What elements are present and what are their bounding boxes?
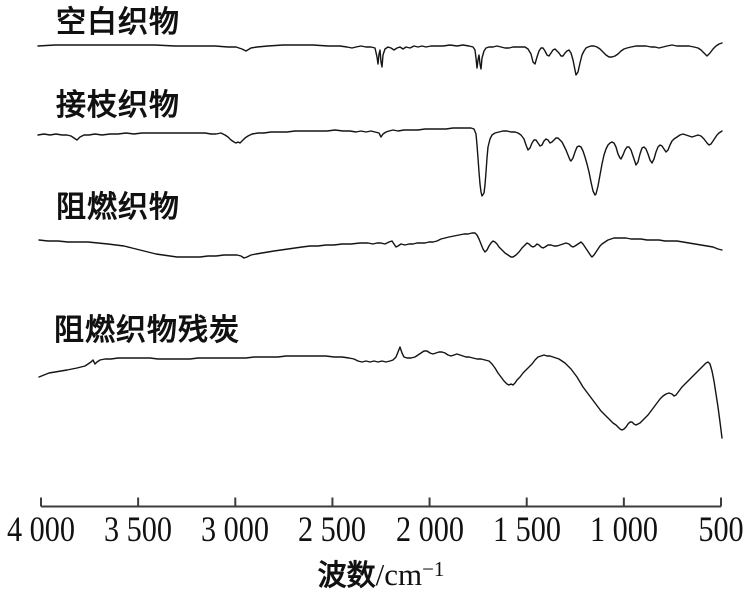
spectrum-curve-grafted-fabric <box>37 127 723 197</box>
curve-label-fr-fabric: 阻燃织物 <box>56 190 180 225</box>
x-tick-label-4000: 4 000 <box>6 509 76 549</box>
x-tick-label-1500: 1 500 <box>492 509 561 549</box>
spectrum-curve-fr-fabric <box>38 232 723 259</box>
x-axis-label-unit: /cm <box>375 557 423 592</box>
x-tick-label-1000: 1 000 <box>589 509 658 549</box>
x-axis-label: 波数/cm−1 <box>318 552 445 594</box>
curve-label-grafted-fabric: 接枝织物 <box>56 88 180 123</box>
x-axis-label-cjk: 波数 <box>317 558 376 592</box>
x-axis-label-exponent: −1 <box>422 557 445 581</box>
spectrum-curve-blank-fabric <box>37 42 723 76</box>
curve-label-blank-fabric: 空白织物 <box>56 5 180 40</box>
x-tick-label-3000: 3 000 <box>201 509 270 549</box>
x-tick-label-2000: 2 000 <box>395 509 464 549</box>
spectrum-curve-fr-fabric-char <box>38 346 723 439</box>
x-tick-label-3500: 3 500 <box>104 509 173 549</box>
x-tick-label-2500: 2 500 <box>298 509 367 549</box>
x-tick-label-500: 500 <box>698 509 744 549</box>
curve-label-fr-fabric-char: 阻燃织物残炭 <box>54 313 240 348</box>
